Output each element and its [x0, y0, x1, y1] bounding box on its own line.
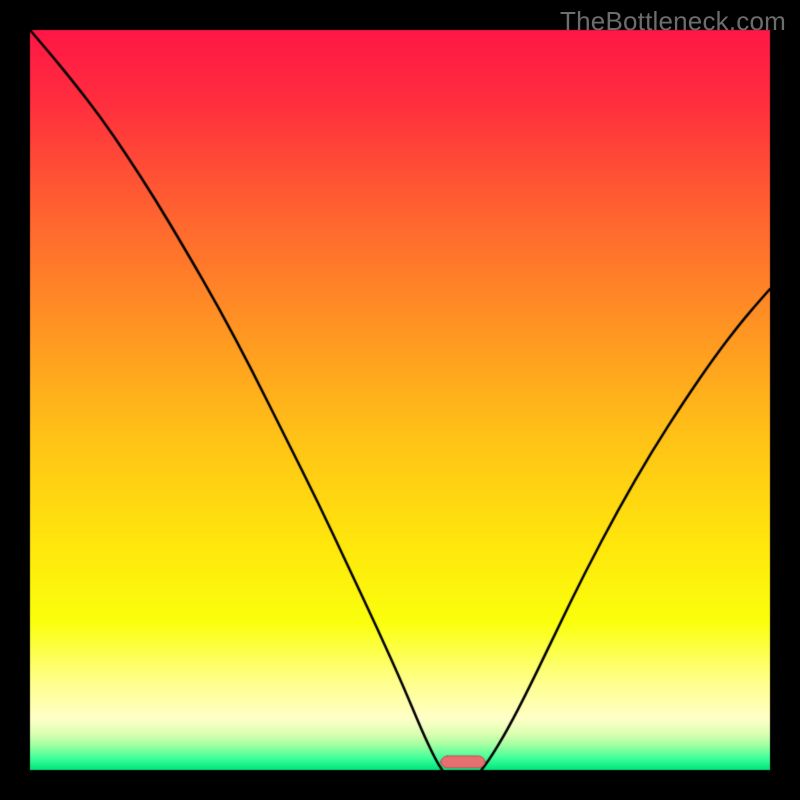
bottleneck-chart-canvas: [0, 0, 800, 800]
watermark-text: TheBottleneck.com: [560, 6, 786, 37]
